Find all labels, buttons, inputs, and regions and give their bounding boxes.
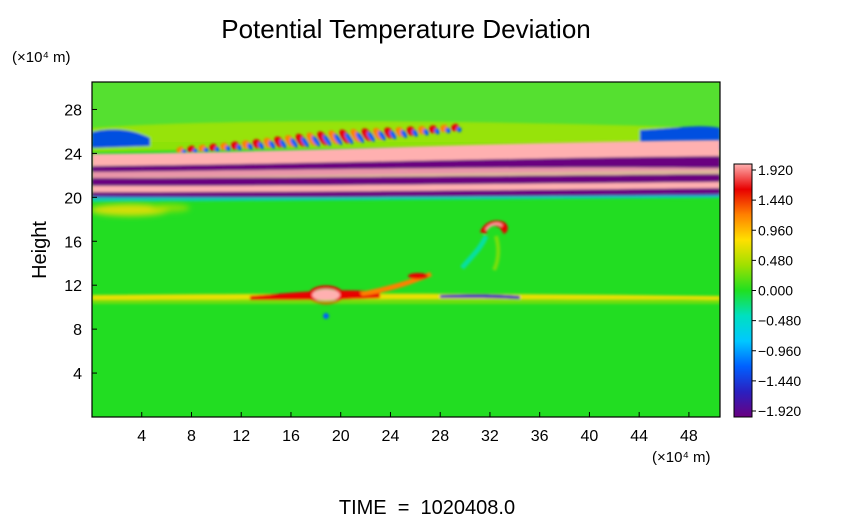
y-tick-label: 24: [64, 146, 82, 163]
x-tick-label: 44: [630, 428, 648, 445]
colorbar-tick-label: 1.920: [758, 162, 793, 178]
x-tick-label: 8: [187, 428, 196, 445]
x-tick-label: 16: [282, 428, 300, 445]
y-tick-label: 4: [73, 366, 82, 383]
colorbar-tick-label: −0.480: [758, 313, 801, 329]
heatmap-crests: [176, 123, 462, 155]
trough-mark: [344, 132, 354, 145]
x-tick-label: 32: [481, 428, 499, 445]
trough-mark: [290, 138, 298, 148]
y-tick-label: 12: [64, 278, 82, 295]
colorbar-ticks: 1.920 1.440 0.960 0.480 0.000 −0.480 −0.960 −1.…: [752, 162, 801, 419]
trough-mark: [378, 131, 386, 141]
trough-mark: [311, 135, 321, 147]
trough-mark: [214, 146, 220, 153]
colorbar-tick-label: −1.920: [758, 403, 801, 419]
trough-mark: [389, 130, 397, 140]
trough-mark: [355, 132, 365, 143]
y-unit-label: (×10⁴ m): [12, 49, 71, 66]
x-tick-label: 36: [531, 428, 549, 445]
x-unit-label: (×10⁴ m): [652, 449, 711, 466]
colorbar-tick-label: −1.440: [758, 373, 801, 389]
heatmap-jet-bands: [92, 140, 720, 202]
colorbar-tick-label: 0.000: [758, 283, 793, 299]
trough-mark: [247, 143, 253, 150]
heatmap-left-patches: [92, 204, 190, 216]
trough-mark: [279, 139, 287, 149]
trough-mark: [411, 129, 419, 137]
x-tick-label: 4: [137, 428, 146, 445]
trough-mark: [257, 142, 265, 150]
time-footer: TIME = 1020408.0: [339, 497, 515, 519]
chart-title: Potential Temperature Deviation: [221, 14, 591, 44]
trough-mark: [203, 147, 209, 153]
trough-mark: [322, 134, 332, 146]
trough-mark: [367, 131, 375, 142]
heatmap-lower-layer: [92, 272, 720, 319]
trough-mark: [400, 130, 408, 138]
y-axis-ticks: 4 8 12 16 20 24 28: [64, 102, 97, 383]
colorbar-tick-label: 0.960: [758, 222, 793, 238]
x-tick-label: 28: [431, 428, 449, 445]
y-tick-label: 16: [64, 234, 82, 251]
trough-mark: [423, 128, 429, 136]
trough-mark: [301, 137, 309, 148]
heatmap-field: [92, 82, 720, 417]
colorbar: 1.920 1.440 0.960 0.480 0.000 −0.480 −0.960 −1.…: [733, 162, 801, 419]
trough-mark: [445, 127, 451, 134]
trough-mark: [268, 140, 276, 149]
trough-mark: [434, 128, 440, 135]
colorbar-tick-label: 1.440: [758, 192, 793, 208]
x-tick-label: 12: [232, 428, 250, 445]
x-tick-label: 20: [332, 428, 350, 445]
y-tick-label: 20: [64, 190, 82, 207]
x-axis-ticks: 4 8 12 16 20 24 28 32 36 40 44 48: [137, 412, 698, 445]
y-tick-label: 8: [73, 322, 82, 339]
y-tick-label: 28: [64, 102, 82, 119]
x-tick-label: 48: [680, 428, 698, 445]
x-tick-label: 40: [581, 428, 599, 445]
y-axis-label: Height: [29, 221, 51, 279]
colorbar-gradient: [733, 163, 753, 418]
trough-mark: [225, 145, 231, 152]
colorbar-tick-label: 0.480: [758, 252, 793, 268]
heatmap-plume: [460, 220, 508, 271]
trough-mark: [456, 126, 462, 133]
x-tick-label: 24: [382, 428, 400, 445]
colorbar-tick-label: −0.960: [758, 343, 801, 359]
trough-mark: [333, 133, 343, 146]
plot-frame: [91, 81, 721, 418]
trough-mark: [236, 144, 242, 151]
